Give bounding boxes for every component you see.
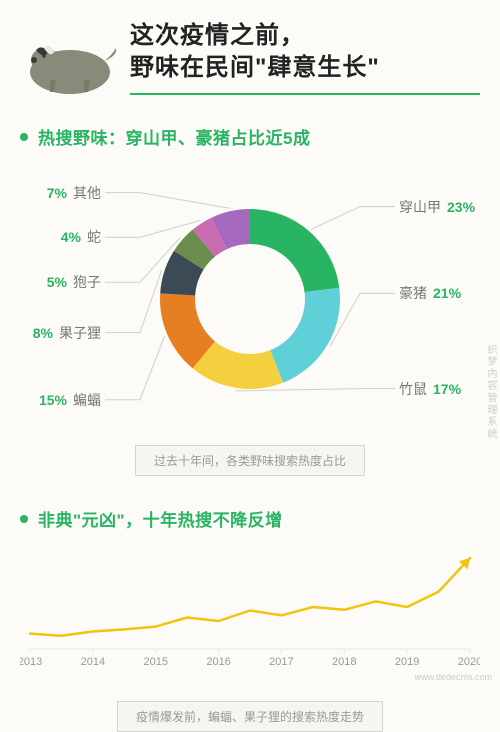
section2-title: 非典"元凶"，十年热搜不降反增 xyxy=(38,506,283,531)
donut-label: 15%蝙蝠 xyxy=(39,390,101,410)
section1-title: 热搜野味：穿山甲、豪猪占比近5成 xyxy=(38,124,310,149)
header-underline xyxy=(130,93,480,95)
bullet-icon xyxy=(20,515,28,523)
line-caption-wrap: 疫情爆发前，蝙蝠、果子狸的搜索热度走势 xyxy=(0,701,500,732)
x-axis-label: 2013 xyxy=(20,656,42,668)
header: 这次疫情之前， 野味在民间"肆意生长" xyxy=(0,0,500,110)
bullet-icon xyxy=(20,133,28,141)
trend-line xyxy=(30,558,470,636)
donut-label: 竹鼠17% xyxy=(399,379,461,399)
donut-label: 穿山甲23% xyxy=(399,197,475,217)
x-axis-label: 2014 xyxy=(81,656,105,668)
line-caption: 疫情爆发前，蝙蝠、果子狸的搜索热度走势 xyxy=(117,701,383,732)
donut-chart: 穿山甲23% 豪猪21% 竹鼠17% 15%蝙蝠 8%果子狸 5%狍子 4%蛇 7%其他 xyxy=(0,159,500,439)
donut-caption-wrap: 过去十年间，各类野味搜索热度占比 xyxy=(0,445,500,476)
line-svg: 2013 2014 2015 2016 2017 2018 2019 2020 xyxy=(20,541,480,671)
x-axis-label: 2016 xyxy=(206,656,230,668)
donut-label: 8%果子狸 xyxy=(33,323,101,343)
donut-label: 7%其他 xyxy=(47,183,101,203)
section1-head: 热搜野味：穿山甲、豪猪占比近5成 xyxy=(0,110,500,159)
header-title-line2: 野味在民间"肆意生长" xyxy=(130,52,480,84)
x-axis-label: 2019 xyxy=(395,656,419,668)
donut-slice xyxy=(270,288,340,383)
x-axis-label: 2015 xyxy=(143,656,167,668)
donut-label: 5%狍子 xyxy=(47,272,101,292)
header-title-box: 这次疫情之前， 野味在民间"肆意生长" xyxy=(130,20,480,95)
donut-caption: 过去十年间，各类野味搜索热度占比 xyxy=(135,445,365,476)
x-axis-label: 2017 xyxy=(269,656,293,668)
donut-slice xyxy=(250,209,339,292)
x-axis-label: 2018 xyxy=(332,656,356,668)
section2-head: 非典"元凶"，十年热搜不降反增 xyxy=(0,492,500,541)
badger-illustration xyxy=(20,20,120,100)
x-axis-label: 2020 xyxy=(458,656,480,668)
watermark-bottom: www.dedecms.com xyxy=(414,672,492,682)
donut-label: 豪猪21% xyxy=(399,283,461,303)
watermark-side: 织梦内容管理系统 xyxy=(483,344,498,440)
donut-label: 4%蛇 xyxy=(61,227,101,247)
header-title-line1: 这次疫情之前， xyxy=(130,20,480,52)
